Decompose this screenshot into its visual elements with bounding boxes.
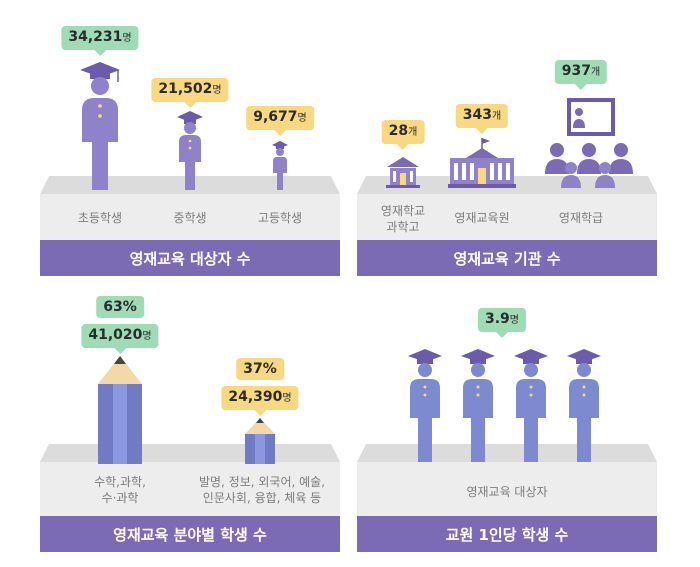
label-math-science: 수학,과학, 수·과학 — [94, 474, 146, 506]
stage-top — [40, 444, 340, 462]
pencil-small-icon — [245, 418, 275, 464]
label-high: 고등학생 — [257, 211, 303, 225]
label-middle: 중학생 — [173, 211, 207, 225]
value-bubble-other-fields: 24,390명 — [221, 386, 299, 416]
label-line: 인문사회, 융합, 체육 등 — [202, 491, 322, 505]
panel-title-ratio: 교원 1인당 학생 수 — [357, 516, 657, 552]
value-bubble-gifted-class: 937개 — [554, 60, 608, 90]
student-figure-icon — [514, 349, 548, 462]
panel-education-targets: 34,231명 초등학생 21,502명 중학생 9,677명 고등학생 영재교… — [40, 0, 340, 280]
label-line: 수학,과학, — [94, 475, 146, 489]
label-science-school: 영재학교 과학고 — [381, 203, 425, 235]
student-figure-icon — [408, 349, 442, 462]
label-ratio: 영재교육 대상자 — [466, 485, 548, 499]
classroom-icon — [545, 98, 633, 188]
school-building-icon — [386, 157, 420, 188]
value-bubble-math-science: 41,020명 — [81, 324, 159, 354]
percent-bubble-math-science: 63% — [96, 296, 144, 318]
label-gifted-class: 영재학급 — [558, 211, 604, 225]
student-figure-icon — [567, 349, 601, 462]
education-center-building-icon — [448, 138, 516, 188]
value-bubble-elementary: 34,231명 — [61, 26, 139, 56]
label-line: 영재학교 — [380, 204, 426, 218]
panel-teacher-ratio: 3.9명 영재교육 대상자 교원 1인당 학생 수 — [357, 290, 657, 560]
stage — [357, 194, 657, 240]
label-line: 과학고 — [386, 220, 420, 234]
middle-student-icon — [177, 111, 203, 190]
stage — [40, 194, 340, 240]
panel-title-fields: 영재교육 분야별 학생 수 — [40, 516, 340, 552]
value-bubble-middle: 21,502명 — [151, 78, 229, 108]
stage-top — [357, 444, 657, 462]
panel-title-targets: 영재교육 대상자 수 — [40, 240, 340, 276]
value-bubble-high: 9,677명 — [246, 106, 314, 136]
panel-institutions: 28개 영재학교 과학고 343개 영재교육원 937개 — [357, 0, 657, 280]
high-student-icon — [272, 141, 288, 190]
pencil-large-icon — [98, 356, 142, 464]
stage — [357, 462, 657, 516]
student-figure-icon — [461, 349, 495, 462]
elementary-student-icon — [80, 62, 120, 190]
value-bubble-science-school: 28개 — [381, 120, 425, 150]
label-other-fields: 발명, 정보, 외국어, 예술, 인문사회, 융합, 체육 등 — [199, 474, 325, 506]
panel-fields: 63% 41,020명 수학,과학, 수·과학 37% 24,390명 발명, … — [40, 290, 340, 560]
label-line: 수·과학 — [101, 491, 139, 505]
panel-title-institutions: 영재교육 기관 수 — [357, 240, 657, 276]
label-education-center: 영재교육원 — [454, 211, 510, 225]
value-bubble-education-center: 343개 — [455, 104, 509, 134]
label-line: 발명, 정보, 외국어, 예술, — [198, 475, 326, 489]
value-bubble-ratio: 3.9명 — [477, 308, 527, 338]
stage — [40, 462, 340, 516]
percent-bubble-other-fields: 37% — [236, 358, 284, 380]
label-elementary: 초등학생 — [77, 211, 123, 225]
